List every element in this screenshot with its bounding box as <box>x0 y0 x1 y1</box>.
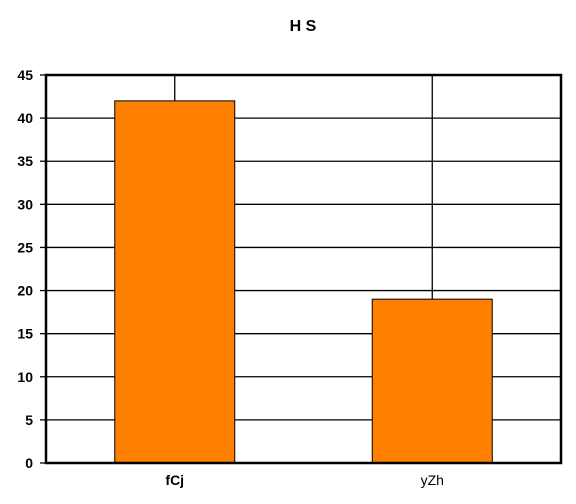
y-tick-label-0: 0 <box>25 455 33 471</box>
y-tick-label-25: 25 <box>17 239 33 255</box>
x-tick-label-yZh: yZh <box>421 472 444 488</box>
x-axis: fCj yZh <box>165 472 444 488</box>
y-tick-label-45: 45 <box>17 67 33 83</box>
y-tick-label-15: 15 <box>17 326 33 342</box>
chart-title: H S <box>290 18 317 35</box>
y-tick-label-20: 20 <box>17 283 33 299</box>
bars <box>114 100 493 464</box>
bar-fCj <box>114 100 236 464</box>
plot-border <box>44 73 563 465</box>
plot-frame <box>44 73 563 465</box>
y-tick-label-5: 5 <box>25 412 33 428</box>
y-tick-label-35: 35 <box>17 153 33 169</box>
bar-yZh <box>371 298 493 464</box>
y-tick-label-30: 30 <box>17 196 33 212</box>
y-axis: 0 5 10 15 20 25 30 35 40 45 <box>17 67 46 471</box>
x-tick-label-fCj: fCj <box>165 472 184 488</box>
y-tick-label-10: 10 <box>17 369 33 385</box>
y-tick-label-40: 40 <box>17 110 33 126</box>
